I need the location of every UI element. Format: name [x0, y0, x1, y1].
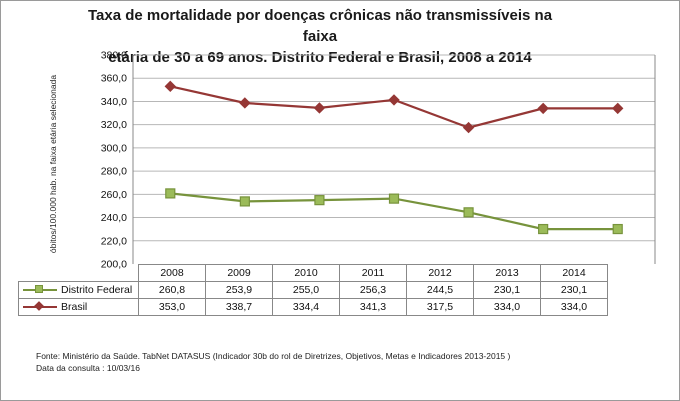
data-point: [239, 97, 251, 109]
y-tick-label: 260,0: [101, 189, 127, 201]
data-table: 2008 2009 2010 2011 2012 2013 2014 Distrito Fe…: [18, 264, 608, 316]
series-line-2: [170, 85, 618, 129]
data-point: [538, 223, 549, 235]
legend-label: Brasil: [61, 301, 88, 313]
data-label: 334,0: [473, 298, 541, 316]
data-label: 256,3: [339, 281, 407, 299]
data-label: 334,4: [272, 298, 340, 316]
chart-title-line-2: etária de 30 a 69 anos. Distrito Federal…: [108, 49, 532, 66]
legend-entry: Distrito Federal: [18, 281, 139, 299]
data-point: [462, 121, 475, 134]
chart-title: Taxa de mortalidade por doenças crônicas…: [80, 5, 560, 68]
x-tick-label: 2010: [272, 264, 340, 282]
legend-entry: Brasil: [18, 298, 139, 316]
data-point: [239, 196, 250, 207]
data-point: [612, 223, 623, 235]
data-label: 341,3: [339, 298, 407, 316]
data-point: [612, 102, 624, 115]
source-note: Fonte: Ministério da Saúde. TabNet DATAS…: [36, 351, 511, 361]
x-tick-label: 2009: [205, 264, 273, 282]
y-tick-label: 240,0: [101, 212, 127, 224]
data-label: 244,5: [406, 281, 474, 299]
y-tick-label: 340,0: [101, 96, 127, 108]
year-header-row: 2008 2009 2010 2011 2012 2013 2014: [18, 264, 608, 282]
legend-key-diamond-icon: [23, 301, 57, 312]
x-tick-label: 2014: [540, 264, 608, 282]
legend-key-square-icon: [23, 285, 57, 295]
data-point: [388, 193, 400, 204]
data-label: 317,5: [406, 298, 474, 316]
y-tick-label: 320,0: [101, 119, 127, 131]
x-tick-label: 2008: [138, 264, 206, 282]
data-label: 334,0: [540, 298, 608, 316]
chart-title-line-1: Taxa de mortalidade por doenças crônicas…: [87, 7, 553, 45]
data-label: 338,7: [205, 298, 273, 316]
data-label: 255,0: [272, 281, 340, 299]
consultation-date: Data da consulta : 10/03/16: [36, 363, 140, 373]
x-tick-label: 2011: [339, 264, 407, 282]
y-tick-label: 280,0: [101, 166, 127, 178]
data-label: 230,1: [540, 281, 608, 299]
x-tick-label: 2013: [473, 264, 541, 282]
data-point: [165, 188, 176, 199]
data-label: 353,0: [138, 298, 206, 316]
data-label: 260,8: [138, 281, 206, 299]
table-row: Distrito Federal 260,8 253,9 255,0 256,3 244,…: [18, 281, 608, 299]
x-tick-label: 2012: [406, 264, 474, 282]
y-tick-label: 380,0: [101, 50, 127, 62]
data-point: [164, 80, 176, 93]
data-point: [537, 102, 549, 115]
data-point: [388, 94, 400, 106]
table-row: Brasil 353,0 338,7 334,4 341,3 317,5 334,0 334,…: [18, 298, 608, 316]
y-tick-label: 220,0: [101, 235, 127, 247]
y-tick-label: 360,0: [101, 73, 127, 85]
data-label: 230,1: [473, 281, 541, 299]
legend-label: Distrito Federal: [61, 284, 133, 296]
table-corner: [18, 264, 139, 282]
data-point: [463, 207, 474, 218]
data-point: [313, 102, 326, 114]
data-point: [314, 195, 325, 206]
footer: Fonte: Ministério da Saúde. TabNet DATAS…: [36, 350, 510, 374]
y-tick-label: 300,0: [101, 142, 127, 154]
data-label: 253,9: [205, 281, 273, 299]
